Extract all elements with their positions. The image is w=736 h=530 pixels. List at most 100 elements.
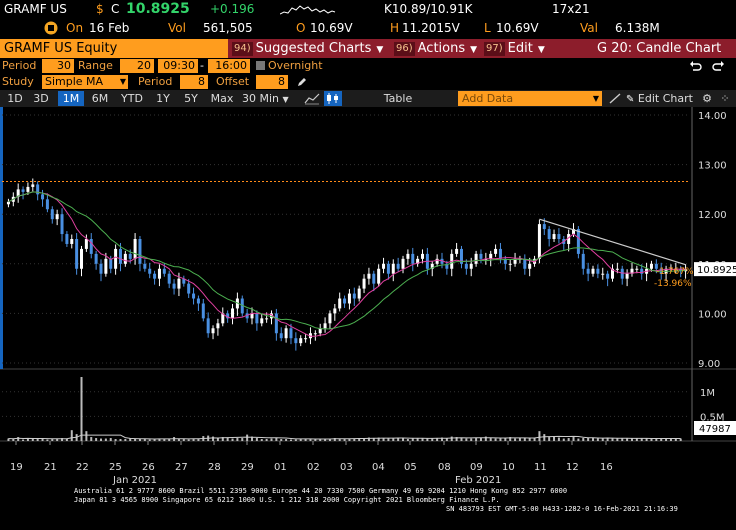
volume-bar xyxy=(387,438,390,441)
time-axis: 19 21 22 25 26 27 28 29 01 02 03 04 05 08 09 10 11 12 16 Ja… xyxy=(10,441,613,486)
candle-body xyxy=(148,268,152,274)
volume-bar xyxy=(95,438,98,441)
volume-bar xyxy=(679,438,682,441)
volume-bar xyxy=(65,438,68,441)
draw-line-icon[interactable] xyxy=(608,92,622,105)
candle-body xyxy=(289,328,293,339)
volume-bar xyxy=(265,439,268,441)
volume-bar xyxy=(109,438,112,441)
time-from-input[interactable]: 09:30 xyxy=(158,59,198,73)
period-input[interactable]: 30 xyxy=(42,59,74,73)
volume-bar xyxy=(640,438,643,441)
range-max-button[interactable]: Max xyxy=(210,92,234,105)
candle-body xyxy=(367,273,371,279)
candle-body xyxy=(80,248,84,269)
time-to-input[interactable]: 16:00 xyxy=(208,59,250,73)
price-change: +0.196 xyxy=(210,2,255,16)
range-ytd-button[interactable]: YTD xyxy=(121,92,143,105)
range-1d-button[interactable]: 1D xyxy=(7,92,23,105)
volume-bar xyxy=(99,438,102,441)
volume-bar xyxy=(499,438,502,441)
volume-bar xyxy=(504,438,507,441)
candle-body xyxy=(36,184,40,195)
table-button[interactable]: Table xyxy=(383,92,413,105)
suggested-charts-menu[interactable]: 94) Suggested Charts ▼ xyxy=(232,39,383,58)
edit-chart-button[interactable]: ✎ Edit Chart xyxy=(626,91,693,106)
range-3d-button[interactable]: 3D xyxy=(33,92,49,105)
volume-bar xyxy=(479,437,482,441)
candle-body xyxy=(231,308,235,319)
volume-bar xyxy=(241,438,244,441)
period-label: Period xyxy=(2,59,37,72)
volume-bar xyxy=(124,439,127,441)
redo-icon[interactable] xyxy=(712,59,726,73)
candle-body xyxy=(654,263,658,269)
actions-menu[interactable]: 96) Actions ▼ xyxy=(394,39,477,58)
volume-bar xyxy=(177,439,180,441)
edit-menu[interactable]: 97) Edit ▼ xyxy=(484,39,545,58)
date-label: On xyxy=(66,21,84,35)
candle-body xyxy=(299,338,303,344)
candle-body xyxy=(572,229,576,235)
candle-body xyxy=(445,263,449,269)
volume-bar xyxy=(367,437,370,441)
line-chart-icon[interactable] xyxy=(304,92,320,105)
volume-bar xyxy=(7,438,10,441)
range-input[interactable]: 20 xyxy=(120,59,154,73)
candle-body xyxy=(157,268,161,279)
volume-bar xyxy=(260,439,263,441)
volume-bar xyxy=(562,438,565,441)
undo-icon[interactable] xyxy=(688,59,702,73)
low-value: 10.69V xyxy=(496,21,539,35)
security-field[interactable]: GRAMF US Equity xyxy=(0,39,228,58)
candle-body xyxy=(279,333,283,339)
study-period-input[interactable]: 8 xyxy=(180,75,208,89)
volume-bar xyxy=(319,438,322,441)
volume-bar xyxy=(36,439,39,441)
candle-body xyxy=(162,268,166,274)
volume-bar xyxy=(119,439,122,441)
bid-ask-size: 17x21 xyxy=(552,2,590,16)
pct-change-label: -13.96% xyxy=(654,279,692,289)
candle-body xyxy=(133,239,137,259)
volume-bar xyxy=(314,439,317,441)
ticker[interactable]: GRAMF US xyxy=(4,2,67,16)
range-1m-button[interactable]: 1M xyxy=(58,91,84,106)
edit-label: Edit xyxy=(507,41,533,56)
volume-bar xyxy=(470,438,473,441)
volume-bar xyxy=(353,438,356,441)
settings-gear-icon[interactable]: ⚙ xyxy=(702,92,712,105)
candle-chart-icon[interactable] xyxy=(324,91,342,106)
add-data-input[interactable]: Add Data ▼ xyxy=(458,91,602,106)
offset-input[interactable]: 8 xyxy=(256,75,288,89)
range-5y-button[interactable]: 5Y xyxy=(184,92,198,105)
volume-bar xyxy=(440,437,443,441)
candle-body xyxy=(430,263,434,269)
candle-body xyxy=(464,263,468,269)
volume-bar xyxy=(645,438,648,441)
range-1y-button[interactable]: 1Y xyxy=(156,92,170,105)
volume-bar xyxy=(484,436,487,441)
study-select[interactable]: Simple MA ▼ xyxy=(42,75,128,89)
actions-label: Actions xyxy=(417,41,466,56)
candle-body xyxy=(226,313,230,319)
volume-bar xyxy=(611,438,614,441)
price-chart[interactable]: -1.767%-13.96% 14.0013.0012.0011.0010.00… xyxy=(0,107,736,530)
bloomberg-news-icon[interactable] xyxy=(44,21,58,35)
x-tick-label: 16 xyxy=(600,462,613,473)
range-6m-button[interactable]: 6M xyxy=(91,92,109,105)
candle-body xyxy=(143,263,147,269)
candle-body xyxy=(347,293,351,304)
candle-body xyxy=(406,253,410,259)
candle-body xyxy=(192,293,196,299)
overnight-checkbox[interactable] xyxy=(256,61,265,70)
interval-select[interactable]: 30 Min ▼ xyxy=(242,91,298,106)
candle-body xyxy=(211,328,215,334)
pencil-icon[interactable] xyxy=(296,76,308,88)
chart-overlays: -1.767% -13.96% xyxy=(2,180,694,289)
volume-bar xyxy=(660,438,663,441)
val-label: Val xyxy=(580,21,598,35)
grid-options-icon[interactable]: ⁘ xyxy=(720,92,730,105)
volume-bar xyxy=(402,438,405,441)
chart-background xyxy=(0,107,736,530)
